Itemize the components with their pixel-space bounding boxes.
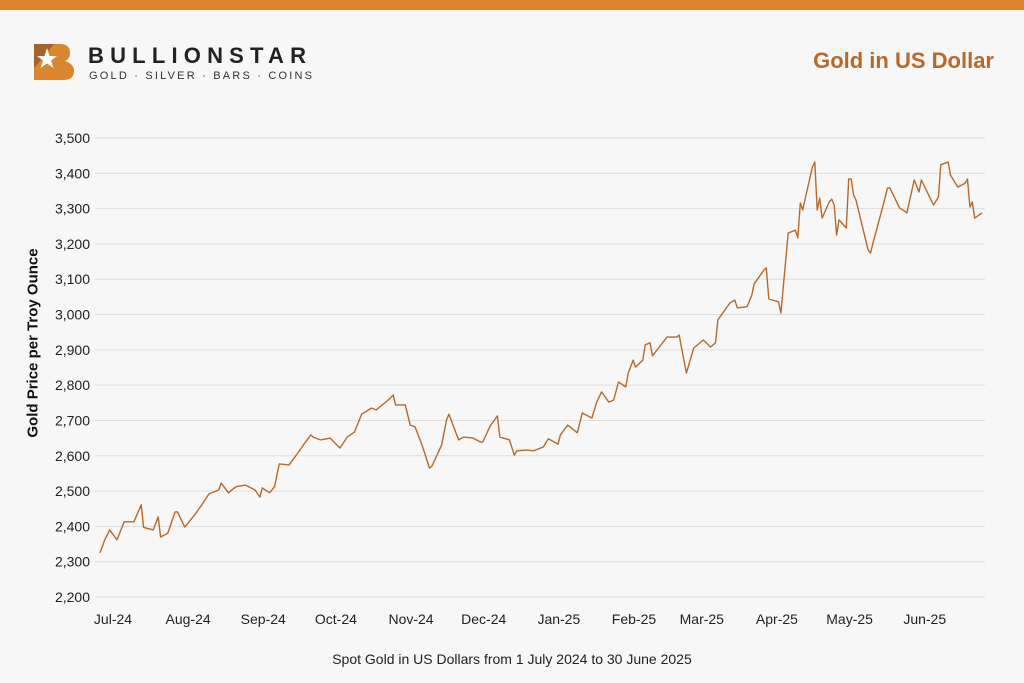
gold-price-line xyxy=(99,161,983,554)
x-tick-label: Apr-25 xyxy=(756,611,798,627)
y-tick-label: 2,700 xyxy=(55,412,90,428)
x-axis-caption: Spot Gold in US Dollars from 1 July 2024… xyxy=(332,651,692,667)
x-tick-label: May-25 xyxy=(826,611,873,627)
y-tick-label: 3,200 xyxy=(55,236,90,252)
x-tick-label: Oct-24 xyxy=(315,611,357,627)
y-tick-label: 3,000 xyxy=(55,307,90,323)
x-tick-label: Jul-24 xyxy=(94,611,132,627)
x-tick-label: Jun-25 xyxy=(903,611,946,627)
y-tick-label: 2,400 xyxy=(55,518,90,534)
y-tick-label: 2,200 xyxy=(55,589,90,605)
y-tick-label: 3,400 xyxy=(55,165,90,181)
chart-title: Gold in US Dollar xyxy=(813,48,994,73)
top-accent-bar xyxy=(0,0,1024,10)
y-tick-label: 3,300 xyxy=(55,201,90,217)
x-tick-label: Sep-24 xyxy=(241,611,286,627)
y-tick-label: 2,300 xyxy=(55,554,90,570)
brand-tagline: GOLD · SILVER · BARS · COINS xyxy=(89,70,315,82)
y-tick-label: 2,800 xyxy=(55,377,90,393)
x-tick-label: Mar-25 xyxy=(680,611,725,627)
y-tick-label: 2,600 xyxy=(55,448,90,464)
y-tick-label: 3,100 xyxy=(55,271,90,287)
y-tick-label: 2,900 xyxy=(55,342,90,358)
y-tick-label: 3,500 xyxy=(55,130,90,146)
x-tick-label: Aug-24 xyxy=(166,611,211,627)
brand-name: BULLIONSTAR xyxy=(88,43,313,68)
x-tick-label: Dec-24 xyxy=(461,611,506,627)
y-tick-label: 2,500 xyxy=(55,483,90,499)
x-tick-label: Jan-25 xyxy=(537,611,580,627)
bullionstar-logo-icon xyxy=(34,44,74,80)
x-tick-label: Feb-25 xyxy=(612,611,657,627)
x-tick-label: Nov-24 xyxy=(388,611,433,627)
